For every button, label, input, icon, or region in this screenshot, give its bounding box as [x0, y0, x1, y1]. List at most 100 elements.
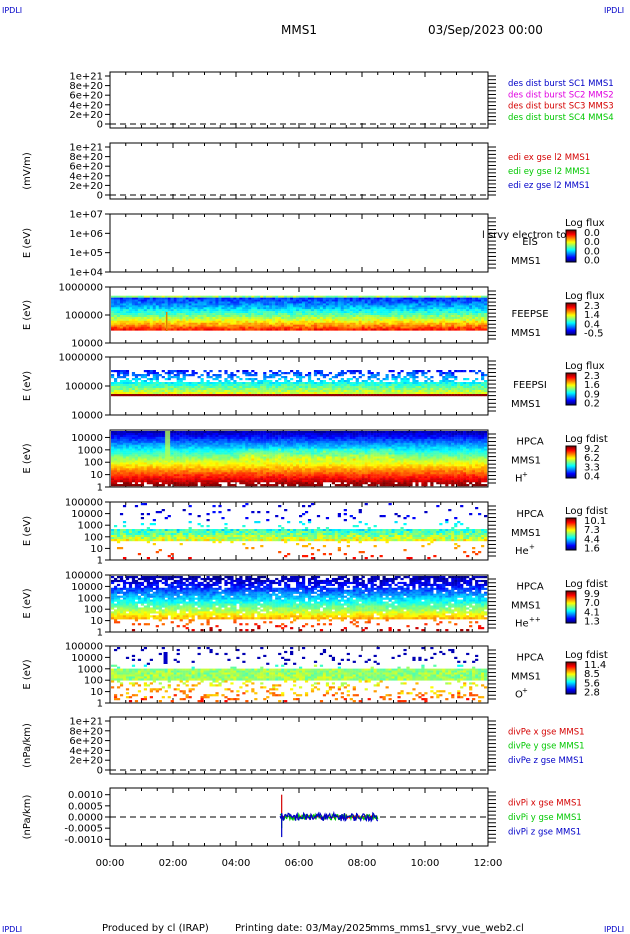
heatmap-cell — [349, 320, 353, 323]
heatmap-cell — [200, 316, 204, 320]
colorbar-cell — [566, 400, 576, 402]
heatmap-cell — [469, 315, 473, 318]
heatmap-cell — [349, 303, 353, 306]
heatmap-cell — [254, 324, 258, 327]
heatmap-cell — [111, 432, 115, 436]
heatmap-cell — [152, 431, 156, 434]
heatmap-cell — [173, 482, 177, 485]
heatmap-cell — [457, 390, 461, 393]
heatmap-cell — [212, 390, 216, 393]
heatmap-cell — [197, 432, 201, 436]
heatmap-cell — [179, 434, 183, 438]
heatmap-cell — [128, 307, 133, 310]
heatmap-cell — [188, 392, 192, 395]
heatmap-cell — [146, 456, 150, 459]
heatmap-cell — [111, 326, 115, 329]
heatmap-cell — [158, 299, 162, 302]
heatmap-cell — [176, 316, 180, 320]
heatmap-cell — [167, 303, 171, 306]
heatmap-cell — [293, 392, 297, 395]
heatmap-cell — [313, 297, 318, 300]
heatmap-cell — [406, 309, 410, 312]
heatmap-cell — [206, 309, 210, 312]
colorbar-cell — [566, 331, 576, 333]
heatmap-cell — [218, 384, 222, 387]
heatmap-cell — [125, 470, 130, 473]
heatmap-cell — [170, 480, 174, 483]
heatmap-cell — [272, 309, 276, 312]
heatmap-cell — [364, 303, 368, 306]
heatmap-cell — [143, 448, 148, 451]
heatmap-cell — [379, 328, 383, 331]
heatmap-cell — [149, 480, 153, 483]
heatmap-cell — [466, 311, 470, 314]
heatmap-cell — [457, 382, 461, 385]
heatmap-cell — [379, 297, 383, 300]
heatmap-cell — [433, 386, 437, 389]
heatmap-cell — [272, 320, 276, 323]
heatmap-cell — [236, 309, 240, 312]
heatmap-cell — [370, 390, 374, 393]
heatmap-cell — [137, 394, 142, 397]
heatmap-cell — [287, 328, 291, 331]
heatmap-cell — [122, 301, 127, 304]
heatmap-cell — [236, 301, 240, 304]
heatmap-cell — [415, 370, 419, 373]
heatmap-cell — [203, 320, 207, 323]
heatmap-cell — [111, 460, 115, 463]
heatmap-cell — [328, 390, 333, 393]
heatmap-cell — [221, 326, 225, 329]
heatmap-cell — [111, 484, 115, 487]
heatmap-cell — [230, 305, 234, 308]
heatmap-cell — [173, 305, 177, 308]
heatmap-cell — [113, 466, 118, 469]
heatmap-cell — [346, 388, 350, 391]
heatmap-cell — [331, 303, 336, 306]
heatmap-cell — [146, 466, 150, 469]
heatmap-cell — [301, 307, 306, 310]
heatmap-cell — [337, 295, 341, 298]
heatmap-cell — [111, 470, 115, 473]
heatmap-cell — [281, 307, 285, 310]
heatmap-cell — [113, 324, 118, 327]
heatmap-cell — [209, 299, 213, 302]
heatmap-cell — [293, 388, 297, 391]
heatmap-cell — [328, 303, 333, 306]
heatmap-cell — [113, 444, 118, 447]
heatmap-cell — [349, 326, 353, 329]
heatmap-cell — [203, 480, 207, 483]
heatmap-cell — [475, 384, 479, 387]
heatmap-cell — [439, 295, 443, 298]
heatmap-cell — [436, 305, 440, 308]
heatmap-cell — [472, 309, 476, 312]
heatmap-cell — [158, 394, 162, 397]
heatmap-cell — [182, 456, 186, 459]
heatmap-cell — [119, 474, 124, 477]
heatmap-cell — [239, 392, 243, 395]
heatmap-cell — [421, 297, 425, 300]
heatmap-cell — [111, 394, 115, 397]
heatmap-cell — [379, 313, 383, 316]
heatmap-cell — [161, 442, 165, 445]
heatmap-cell — [275, 297, 279, 300]
heatmap-cell — [299, 328, 303, 331]
heatmap-cell — [185, 394, 189, 397]
heatmap-cell — [203, 307, 207, 310]
heatmap-cell — [352, 316, 356, 320]
heatmap-cell — [481, 301, 485, 304]
heatmap-cell — [316, 372, 321, 375]
heatmap-cell — [433, 303, 437, 306]
heatmap-cell — [409, 315, 413, 318]
heatmap-cell — [310, 311, 315, 314]
heatmap-cell — [293, 374, 297, 377]
heatmap-cell — [194, 320, 198, 323]
heatmap-cell — [436, 370, 440, 373]
heatmap-cell — [272, 305, 276, 308]
heatmap-cell — [236, 382, 240, 385]
heatmap-cell — [293, 324, 297, 327]
heatmap-cell — [355, 315, 359, 318]
heatmap-cell — [257, 388, 261, 391]
heatmap-cell — [188, 434, 192, 438]
heatmap-cell — [125, 309, 130, 312]
heatmap-cell — [128, 442, 133, 445]
